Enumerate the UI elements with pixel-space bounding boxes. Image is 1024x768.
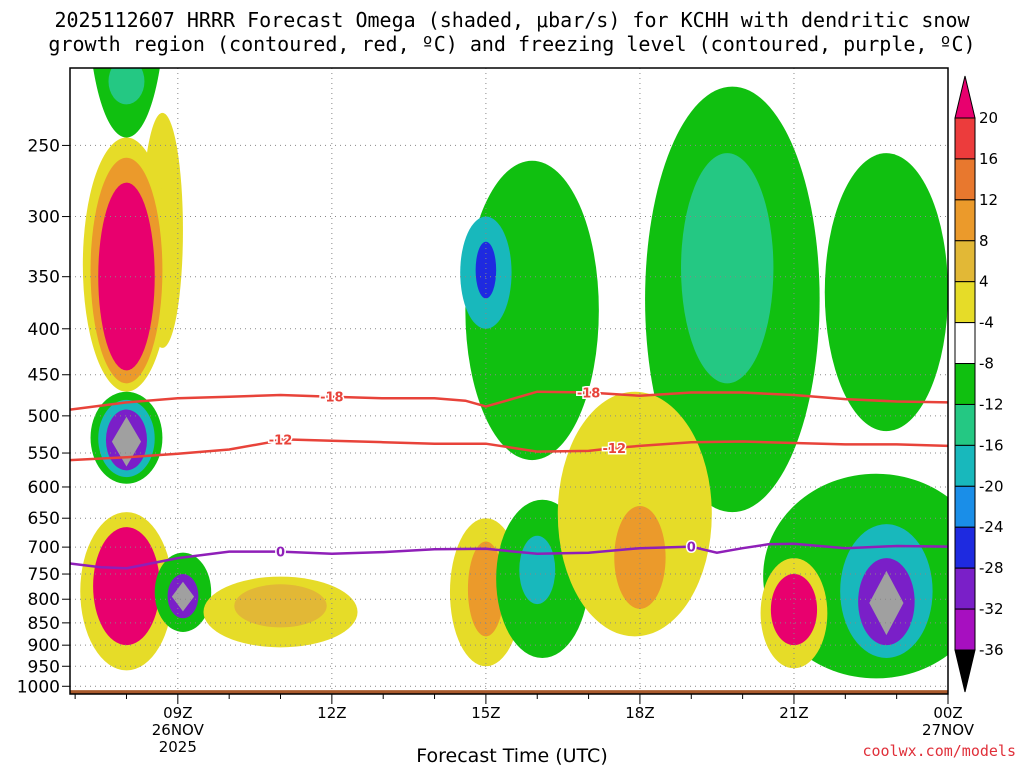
colorbar-arrow-top	[954, 75, 976, 119]
time-tick-label: 18Z	[625, 704, 654, 722]
omega-region	[98, 182, 155, 371]
pressure-tick-label: 950	[28, 657, 60, 677]
pressure-tick-label: 400	[28, 320, 60, 340]
omega-region	[770, 574, 818, 646]
omega-region	[681, 153, 774, 384]
contour-label: 0	[687, 541, 696, 556]
pressure-tick-label: 1000	[17, 677, 60, 697]
pressure-axis: 2503003504004505005506006507007508008509…	[17, 136, 70, 697]
time-tick-label: 2025	[159, 738, 197, 756]
time-tick-label: 15Z	[471, 704, 500, 722]
colorbar-label: -36	[979, 641, 1004, 659]
pressure-tick-label: 850	[28, 614, 60, 634]
colorbar-swatch	[954, 403, 976, 446]
colorbar-label: 20	[979, 109, 998, 127]
colorbar-label: -16	[979, 436, 1004, 454]
ground-fill	[70, 690, 948, 694]
credit-text: coolwx.com/models	[862, 742, 1016, 760]
colorbar-label: 4	[979, 273, 989, 291]
pressure-tick-label: 500	[28, 407, 60, 427]
colorbar-label: -24	[979, 518, 1004, 536]
colorbar: 20 16 12 8 4 -4 -8 -12 -16 -20 -24 -28 -32 -36	[954, 75, 1004, 693]
omega-region	[519, 535, 556, 605]
time-tick-label: 00Z	[933, 704, 962, 722]
contour-label: -12	[269, 433, 293, 448]
omega-region	[171, 581, 195, 612]
pressure-tick-label: 800	[28, 590, 60, 610]
time-tick-label: 09Z	[163, 704, 192, 722]
colorbar-swatch	[954, 281, 976, 324]
omega-shading	[80, 68, 948, 679]
omega-region	[824, 153, 948, 432]
pressure-tick-label: 650	[28, 509, 60, 529]
time-tick-label: 21Z	[779, 704, 808, 722]
pressure-tick-label: 450	[28, 366, 60, 386]
x-axis-label: Forecast Time (UTC)	[416, 745, 608, 767]
contour-line	[70, 542, 948, 570]
colorbar-swatch	[954, 567, 976, 610]
pressure-tick-label: 550	[28, 444, 60, 464]
omega-region	[614, 506, 666, 609]
colorbar-label: 12	[979, 191, 998, 209]
omega-region	[475, 241, 497, 299]
contour-label: -18	[320, 391, 344, 406]
colorbar-label: -8	[979, 355, 994, 373]
colorbar-swatch	[954, 322, 976, 365]
colorbar-label: -12	[979, 395, 1004, 413]
colorbar-label: -28	[979, 559, 1004, 577]
contour-lines: -18 -18 -12 -12 0 0	[70, 385, 948, 570]
contour-label: -18	[577, 387, 601, 402]
contour-label: 0	[276, 546, 285, 561]
colorbar-swatch	[954, 117, 976, 160]
omega-region	[93, 527, 160, 646]
colorbar-swatch	[954, 608, 976, 651]
colorbar-swatch	[954, 199, 976, 242]
ground-layer	[70, 690, 948, 694]
pressure-tick-label: 250	[28, 136, 60, 156]
time-tick-label: 26NOV	[152, 721, 205, 739]
plot-frame	[69, 67, 949, 695]
pressure-tick-label: 750	[28, 565, 60, 585]
pressure-tick-label: 350	[28, 268, 60, 288]
chart-title-line-2: growth region (contoured, red, ºC) and f…	[48, 32, 976, 56]
omega-region	[234, 584, 327, 628]
contour-label: -12	[603, 442, 627, 457]
colorbar-swatch	[954, 526, 976, 569]
colorbar-label: -4	[979, 314, 994, 332]
pressure-tick-label: 900	[28, 636, 60, 656]
colorbar-label: -32	[979, 600, 1004, 618]
colorbar-swatch	[954, 444, 976, 487]
omega-region	[869, 570, 904, 636]
colorbar-label: -20	[979, 477, 1004, 495]
pressure-tick-label: 600	[28, 478, 60, 498]
colorbar-swatch	[954, 485, 976, 528]
colorbar-swatch	[954, 363, 976, 405]
pressure-tick-label: 300	[28, 208, 60, 228]
omega-region	[108, 68, 145, 105]
colorbar-arrow-bottom	[954, 649, 976, 693]
colorbar-swatch	[954, 240, 976, 283]
contour-line	[70, 438, 948, 462]
chart-title-line-1: 2025112607 HRRR Forecast Omega (shaded, …	[54, 8, 970, 32]
time-tick-label: 12Z	[317, 704, 346, 722]
colorbar-swatch	[954, 158, 976, 201]
colorbar-label: 8	[979, 232, 989, 250]
colorbar-label: 16	[979, 150, 998, 168]
time-tick-label: 27NOV	[922, 721, 975, 739]
contour-line	[70, 390, 948, 411]
pressure-tick-label: 700	[28, 538, 60, 558]
